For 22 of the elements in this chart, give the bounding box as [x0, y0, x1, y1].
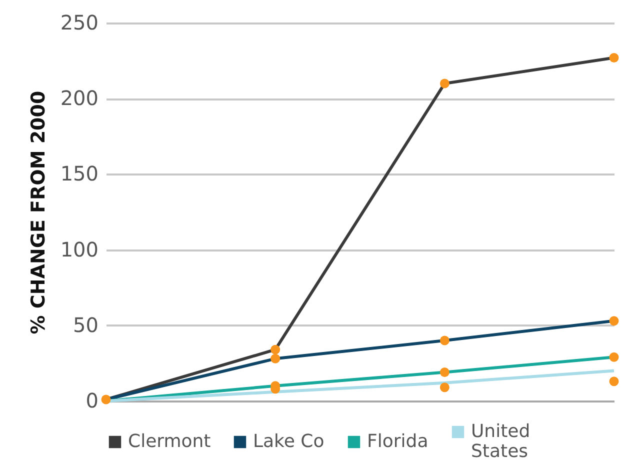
- y-tick-label: 250: [60, 10, 98, 34]
- y-tick-label: 100: [60, 237, 98, 262]
- y-tick-label: 0: [86, 388, 98, 412]
- y-tick-label: 50: [73, 312, 98, 337]
- point: [440, 368, 450, 378]
- legend-label: Lake Co: [253, 431, 324, 452]
- legend-label: Clermont: [128, 431, 211, 452]
- point: [609, 316, 619, 326]
- point: [609, 53, 619, 63]
- point: [440, 78, 450, 88]
- y-tick-label: 150: [60, 162, 98, 186]
- point: [270, 344, 280, 354]
- point: [101, 394, 111, 404]
- legend-label: United States: [471, 421, 530, 462]
- point: [440, 336, 450, 346]
- point: [440, 382, 450, 392]
- y-axis-title: % CHANGE FROM 2000: [27, 90, 50, 334]
- point: [270, 354, 280, 364]
- point: [609, 376, 619, 386]
- point: [609, 352, 619, 362]
- legend-label: Florida: [367, 431, 428, 452]
- y-tick-label: 200: [60, 86, 98, 110]
